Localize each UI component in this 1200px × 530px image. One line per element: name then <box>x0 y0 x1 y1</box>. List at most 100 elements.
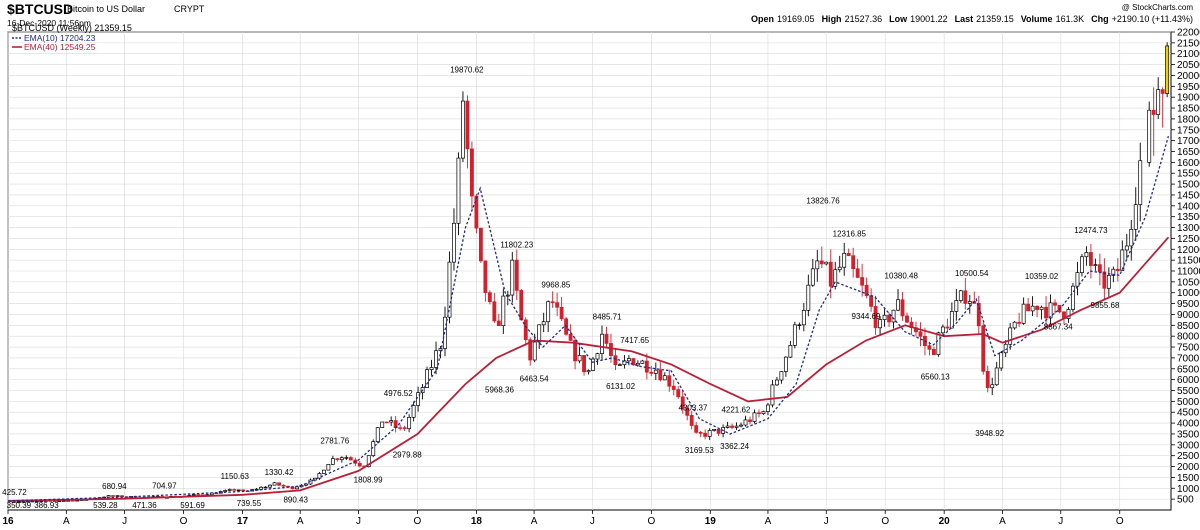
candle-body <box>429 367 434 370</box>
candle-body <box>582 355 586 373</box>
candle-body <box>16 501 21 503</box>
candle-body <box>671 385 676 390</box>
x-tick-label: J <box>1058 516 1063 527</box>
y-tick-label: 7500 <box>1177 343 1200 354</box>
price-annotation: 6463.54 <box>520 375 549 384</box>
price-annotation: 2781.76 <box>320 437 349 446</box>
candle-body <box>667 375 672 387</box>
candle-body <box>1151 109 1156 115</box>
candle-body <box>559 306 564 320</box>
price-annotation: 11802.23 <box>500 241 533 250</box>
candle-body <box>703 432 708 437</box>
candle-body <box>523 319 528 341</box>
candle-body <box>115 495 120 497</box>
candle-body <box>963 290 968 304</box>
candle-body <box>1133 204 1138 230</box>
candle-body <box>321 469 326 474</box>
y-tick-label: 16500 <box>1177 147 1200 158</box>
candle-body <box>268 484 272 488</box>
candle-body <box>1106 275 1111 289</box>
x-tick-label: O <box>180 516 188 527</box>
y-tick-label: 12500 <box>1177 234 1200 245</box>
candle-body <box>1120 249 1125 272</box>
symbol: $BTCUSD <box>7 1 73 17</box>
stat-value: 21359.15 <box>976 14 1014 24</box>
candle-body <box>223 490 228 492</box>
candle-body <box>546 301 551 323</box>
symbol-name: Bitcoin to US Dollar <box>67 4 145 14</box>
candle-body <box>402 427 407 430</box>
candle-body <box>725 425 730 428</box>
candle-body <box>519 290 524 321</box>
candle-body <box>658 369 663 381</box>
candle-body <box>662 375 667 381</box>
candle-body <box>313 477 317 481</box>
ema10-line <box>7 136 1170 502</box>
x-tick-label: O <box>647 516 655 527</box>
candle-body <box>752 412 757 422</box>
candle-body <box>1093 264 1098 266</box>
price-annotation: 425.72 <box>2 488 27 497</box>
y-tick-label: 5500 <box>1177 386 1200 397</box>
y-tick-label: 20000 <box>1177 71 1200 82</box>
candle-body <box>227 489 232 491</box>
candle-body <box>869 295 874 307</box>
candle-body <box>1129 228 1134 247</box>
candle-body <box>1021 303 1026 324</box>
price-annotation: 19870.62 <box>450 65 484 74</box>
candle-body <box>1097 264 1102 273</box>
stat-label: Last <box>955 14 974 24</box>
y-tick-label: 13500 <box>1177 212 1200 223</box>
price-annotation: 3948.92 <box>975 429 1004 438</box>
x-tick-label: 16 <box>2 516 14 527</box>
candle-body <box>896 299 900 311</box>
y-tick-label: 19000 <box>1177 93 1200 104</box>
candle-body <box>927 345 932 350</box>
x-tick-label: O <box>414 516 422 527</box>
price-annotation: 539.28 <box>93 501 118 510</box>
candle-body <box>366 455 371 468</box>
candle-body <box>591 358 595 371</box>
candle-body <box>1012 321 1017 329</box>
candle-body <box>1080 256 1084 273</box>
candle-body <box>541 321 546 326</box>
candle-body <box>600 333 604 355</box>
y-tick-label: 5000 <box>1177 397 1200 408</box>
price-annotation: 386.93 <box>34 501 59 510</box>
y-tick-label: 7000 <box>1177 353 1200 364</box>
candle-body <box>452 222 456 263</box>
candle-body <box>447 261 452 318</box>
candle-body <box>232 489 237 491</box>
candle-body <box>196 494 201 496</box>
candle-body <box>555 302 560 308</box>
price-annotation: 9855.68 <box>1091 301 1120 310</box>
candle-body <box>797 324 802 326</box>
series-legend: $BTCUSD (Weekly) 21359.15 <box>12 23 132 33</box>
price-annotation: 8485.71 <box>593 313 622 322</box>
watermark: @ StockCharts.com <box>1122 3 1194 12</box>
y-tick-label: 20500 <box>1177 60 1200 71</box>
candle-body <box>792 324 797 346</box>
price-annotation: 739.55 <box>237 499 262 508</box>
candle-body <box>236 489 241 492</box>
x-tick-label: O <box>881 516 889 527</box>
price-annotation: 9968.85 <box>541 280 570 289</box>
candle-body <box>425 369 429 388</box>
candle-body <box>389 420 394 423</box>
candle-body <box>1053 302 1057 306</box>
candle-body <box>775 379 779 386</box>
candle-body <box>487 292 492 303</box>
candle-body <box>295 486 299 490</box>
y-tick-label: 22000 <box>1177 28 1200 39</box>
candle-body <box>469 148 474 197</box>
candle-body <box>833 269 838 287</box>
candle-body <box>57 500 62 503</box>
x-tick-label: J <box>590 516 595 527</box>
x-tick-label: A <box>765 516 772 527</box>
stat-value: 21527.36 <box>845 14 883 24</box>
y-tick-label: 19500 <box>1177 82 1200 93</box>
price-annotation: 471.36 <box>132 501 157 510</box>
price-annotation: 12474.73 <box>1074 226 1108 235</box>
candle-body <box>577 355 582 362</box>
